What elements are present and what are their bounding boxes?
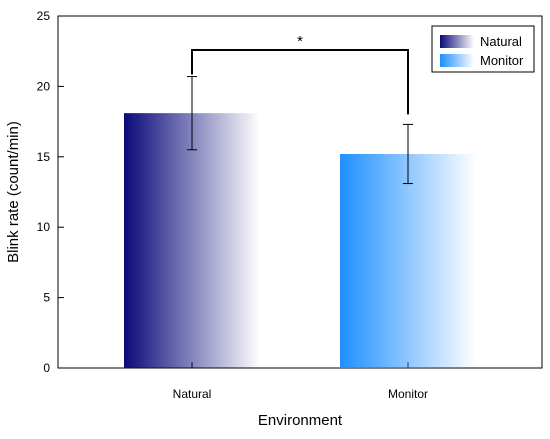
y-tick-label: 20 [37,79,51,93]
legend-label-monitor: Monitor [480,53,524,68]
x-axis: Natural Monitor [173,362,428,401]
y-axis: 0 5 10 15 20 25 [37,9,64,375]
y-tick-label: 10 [37,220,51,234]
y-tick-label: 0 [43,361,50,375]
y-tick-label: 25 [37,9,51,23]
legend-swatch-monitor [440,54,474,67]
significance-bracket: * [191,33,409,115]
significance-line [191,49,409,115]
y-axis-title: Blink rate (count/min) [5,121,22,263]
legend-swatch-natural [440,35,474,48]
x-axis-title: Environment [258,412,343,429]
legend: Natural Monitor [431,25,535,73]
bars [124,113,476,368]
bar-monitor [340,153,476,368]
plot-area [57,15,543,369]
legend-label-natural: Natural [480,34,522,49]
bar-natural [124,113,260,368]
x-tick-label-monitor: Monitor [388,387,428,401]
significance-label: * [297,33,303,50]
x-tick-label-natural: Natural [173,387,212,401]
y-tick-label: 5 [43,291,50,305]
y-tick-label: 15 [37,150,51,164]
error-bars [187,76,413,185]
